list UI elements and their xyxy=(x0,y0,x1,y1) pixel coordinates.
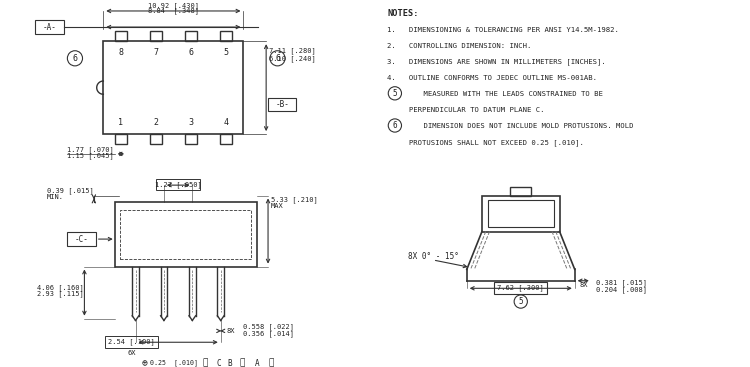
Text: 5: 5 xyxy=(224,48,229,57)
Text: B: B xyxy=(228,359,232,367)
Text: 6X: 6X xyxy=(128,350,136,356)
Bar xyxy=(488,200,554,227)
Text: ⊕: ⊕ xyxy=(142,358,148,367)
Text: 4.06 [.160]: 4.06 [.160] xyxy=(37,284,84,291)
Text: 4.   OUTLINE CONFORMS TO JEDEC OUTLINE MS-001AB.: 4. OUTLINE CONFORMS TO JEDEC OUTLINE MS-… xyxy=(387,75,597,81)
Text: Ⓢ: Ⓢ xyxy=(268,359,274,367)
Text: Ⓢ: Ⓢ xyxy=(240,359,245,367)
Bar xyxy=(482,196,560,232)
Bar xyxy=(35,21,64,34)
Text: 5.33 [.210]: 5.33 [.210] xyxy=(271,196,318,203)
Bar xyxy=(220,134,232,145)
Text: -A-: -A- xyxy=(43,22,56,32)
Text: 6: 6 xyxy=(73,54,77,63)
Text: 0.381 [.015]: 0.381 [.015] xyxy=(596,279,646,286)
Bar xyxy=(115,202,256,266)
Bar xyxy=(105,336,158,348)
Bar xyxy=(138,357,278,367)
Text: -B-: -B- xyxy=(275,100,290,109)
Bar xyxy=(121,210,251,259)
Text: 0.558 [.022]: 0.558 [.022] xyxy=(243,324,294,331)
Text: MAX: MAX xyxy=(271,203,284,209)
Bar xyxy=(268,98,296,111)
Text: 6: 6 xyxy=(188,48,194,57)
Text: 0.204 [.008]: 0.204 [.008] xyxy=(596,286,646,292)
Text: 1: 1 xyxy=(118,118,123,127)
Bar xyxy=(494,282,548,294)
Text: 8X: 8X xyxy=(226,328,236,334)
Text: NOTES:: NOTES: xyxy=(387,9,418,18)
Text: 7.62 [.300]: 7.62 [.300] xyxy=(497,284,544,291)
Text: 8X 0° - 15°: 8X 0° - 15° xyxy=(408,252,459,261)
Bar xyxy=(115,31,127,41)
Text: 0.39 [.015]: 0.39 [.015] xyxy=(46,188,93,194)
Text: 2: 2 xyxy=(154,118,158,127)
Text: 1.   DIMENSIONING & TOLERANCING PER ANSI Y14.5M-1982.: 1. DIMENSIONING & TOLERANCING PER ANSI Y… xyxy=(387,27,620,33)
Bar xyxy=(150,134,162,145)
Text: 5: 5 xyxy=(518,297,523,306)
Bar xyxy=(150,31,162,41)
Text: C: C xyxy=(217,359,221,367)
Text: 2.54 [.100]: 2.54 [.100] xyxy=(108,338,155,345)
Text: -C-: -C- xyxy=(75,235,88,244)
Bar xyxy=(510,187,531,196)
Text: 3: 3 xyxy=(188,118,194,127)
Text: 10.92 [.430]: 10.92 [.430] xyxy=(148,2,199,9)
Text: 7.11 [.280]: 7.11 [.280] xyxy=(269,47,316,54)
Text: 1.27 [.050]: 1.27 [.050] xyxy=(154,181,202,188)
Text: 8: 8 xyxy=(118,48,123,57)
Bar xyxy=(220,31,232,41)
Text: 7: 7 xyxy=(154,48,158,57)
Text: 2.93 [.115]: 2.93 [.115] xyxy=(37,291,84,297)
Text: DIMENSION DOES NOT INCLUDE MOLD PROTUSIONS. MOLD: DIMENSION DOES NOT INCLUDE MOLD PROTUSIO… xyxy=(406,123,634,130)
Text: 6.10 [.240]: 6.10 [.240] xyxy=(269,55,316,62)
Text: MEASURED WITH THE LEADS CONSTRAINED TO BE: MEASURED WITH THE LEADS CONSTRAINED TO B… xyxy=(406,91,603,97)
Text: A: A xyxy=(254,359,259,367)
Text: 8.84  [.348]: 8.84 [.348] xyxy=(148,8,199,14)
Text: 0.356 [.014]: 0.356 [.014] xyxy=(243,330,294,337)
Text: 6: 6 xyxy=(275,54,280,63)
Text: 0.25  [.010]: 0.25 [.010] xyxy=(150,360,198,367)
Text: 8X: 8X xyxy=(580,283,588,288)
Bar xyxy=(156,178,200,190)
Text: PROTUSIONS SHALL NOT EXCEED 0.25 [.010].: PROTUSIONS SHALL NOT EXCEED 0.25 [.010]. xyxy=(387,139,584,146)
Text: MIN.: MIN. xyxy=(46,195,64,200)
Text: 3.   DIMENSIONS ARE SHOWN IN MILLIMETERS [INCHES].: 3. DIMENSIONS ARE SHOWN IN MILLIMETERS [… xyxy=(387,59,606,65)
Bar xyxy=(115,134,127,145)
Text: Ⓜ: Ⓜ xyxy=(203,359,208,367)
Text: 6: 6 xyxy=(392,121,398,130)
Text: 1.15 [.045]: 1.15 [.045] xyxy=(68,152,114,159)
Text: 1.77 [.070]: 1.77 [.070] xyxy=(68,146,114,153)
Text: PERPENDICULAR TO DATUM PLANE C.: PERPENDICULAR TO DATUM PLANE C. xyxy=(387,108,544,113)
Text: 4: 4 xyxy=(224,118,229,127)
Bar xyxy=(104,41,244,134)
Bar xyxy=(184,134,197,145)
Bar xyxy=(68,232,96,246)
Bar xyxy=(184,31,197,41)
Text: 5: 5 xyxy=(392,89,398,98)
Text: 2.   CONTROLLING DIMENSION: INCH.: 2. CONTROLLING DIMENSION: INCH. xyxy=(387,43,532,49)
